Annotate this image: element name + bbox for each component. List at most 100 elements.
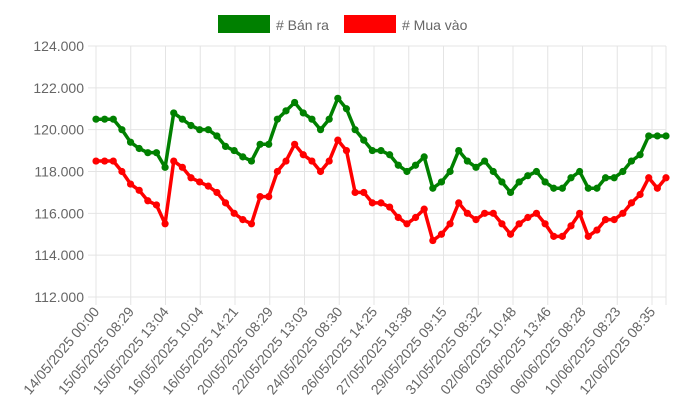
data-point-ban-ra[interactable]: [135, 144, 143, 153]
data-point-mua-vao[interactable]: [645, 174, 653, 182]
data-point-ban-ra[interactable]: [239, 153, 247, 161]
data-point-ban-ra[interactable]: [662, 132, 670, 140]
data-point-ban-ra[interactable]: [342, 105, 351, 113]
data-point-ban-ra[interactable]: [291, 98, 299, 107]
data-point-ban-ra[interactable]: [118, 126, 126, 134]
data-point-ban-ra[interactable]: [351, 126, 359, 134]
data-point-ban-ra[interactable]: [576, 167, 584, 176]
data-point-ban-ra[interactable]: [463, 157, 471, 165]
legend-label-mua-vao[interactable]: # Mua vào: [402, 17, 468, 33]
data-point-ban-ra[interactable]: [489, 167, 497, 176]
data-point-mua-vao[interactable]: [584, 232, 592, 240]
data-point-mua-vao[interactable]: [118, 167, 126, 176]
data-point-ban-ra[interactable]: [316, 126, 325, 134]
data-point-mua-vao[interactable]: [109, 157, 117, 165]
data-point-mua-vao[interactable]: [342, 146, 351, 155]
data-point-mua-vao[interactable]: [221, 199, 230, 207]
data-point-ban-ra[interactable]: [429, 184, 437, 192]
data-point-ban-ra[interactable]: [334, 94, 342, 102]
data-point-mua-vao[interactable]: [213, 188, 221, 197]
data-point-mua-vao[interactable]: [524, 213, 532, 222]
data-point-ban-ra[interactable]: [472, 163, 480, 171]
data-point-ban-ra[interactable]: [558, 184, 566, 192]
data-point-ban-ra[interactable]: [584, 184, 592, 192]
data-point-ban-ra[interactable]: [455, 146, 463, 155]
data-point-mua-vao[interactable]: [135, 186, 143, 194]
data-point-ban-ra[interactable]: [498, 178, 506, 186]
data-point-mua-vao[interactable]: [144, 197, 152, 205]
data-point-ban-ra[interactable]: [446, 167, 454, 176]
data-point-mua-vao[interactable]: [515, 220, 523, 228]
data-point-mua-vao[interactable]: [498, 220, 506, 228]
data-point-mua-vao[interactable]: [489, 209, 497, 217]
data-point-ban-ra[interactable]: [308, 115, 316, 123]
data-point-ban-ra[interactable]: [394, 161, 402, 169]
data-point-ban-ra[interactable]: [636, 151, 644, 159]
data-point-ban-ra[interactable]: [230, 146, 238, 155]
data-point-mua-vao[interactable]: [325, 157, 333, 165]
data-point-mua-vao[interactable]: [316, 167, 325, 176]
data-point-ban-ra[interactable]: [420, 153, 428, 161]
data-point-mua-vao[interactable]: [230, 209, 238, 217]
data-point-mua-vao[interactable]: [196, 178, 204, 186]
data-point-mua-vao[interactable]: [247, 220, 256, 228]
data-point-mua-vao[interactable]: [653, 184, 661, 192]
data-point-mua-vao[interactable]: [463, 209, 471, 217]
data-point-mua-vao[interactable]: [506, 230, 515, 238]
data-point-ban-ra[interactable]: [377, 146, 385, 155]
data-point-ban-ra[interactable]: [325, 115, 333, 123]
data-point-ban-ra[interactable]: [541, 178, 549, 186]
data-point-mua-vao[interactable]: [265, 193, 273, 201]
data-point-mua-vao[interactable]: [472, 216, 480, 224]
data-point-ban-ra[interactable]: [161, 163, 169, 171]
data-point-mua-vao[interactable]: [126, 180, 135, 188]
data-point-ban-ra[interactable]: [645, 132, 653, 140]
data-point-mua-vao[interactable]: [437, 230, 446, 238]
data-point-mua-vao[interactable]: [204, 182, 212, 190]
legend-swatch-ban-ra[interactable]: [218, 15, 270, 33]
data-point-mua-vao[interactable]: [360, 188, 368, 197]
data-point-mua-vao[interactable]: [627, 199, 636, 207]
data-point-mua-vao[interactable]: [282, 157, 290, 165]
data-point-mua-vao[interactable]: [92, 157, 100, 165]
data-point-mua-vao[interactable]: [455, 199, 463, 207]
data-point-mua-vao[interactable]: [334, 136, 342, 144]
data-point-ban-ra[interactable]: [411, 161, 420, 169]
data-point-ban-ra[interactable]: [282, 107, 290, 115]
data-point-ban-ra[interactable]: [221, 142, 230, 150]
data-point-ban-ra[interactable]: [515, 178, 523, 186]
data-point-ban-ra[interactable]: [187, 121, 195, 130]
data-point-ban-ra[interactable]: [144, 149, 152, 157]
data-point-mua-vao[interactable]: [101, 157, 109, 165]
data-point-ban-ra[interactable]: [273, 115, 281, 123]
data-point-ban-ra[interactable]: [437, 178, 446, 186]
data-point-mua-vao[interactable]: [532, 209, 541, 217]
data-point-ban-ra[interactable]: [506, 188, 515, 197]
data-point-mua-vao[interactable]: [558, 232, 566, 240]
data-point-ban-ra[interactable]: [204, 126, 212, 134]
data-point-mua-vao[interactable]: [619, 209, 627, 217]
data-point-ban-ra[interactable]: [368, 146, 376, 155]
data-point-ban-ra[interactable]: [403, 167, 411, 176]
data-point-ban-ra[interactable]: [178, 115, 186, 123]
data-point-ban-ra[interactable]: [610, 174, 618, 182]
data-point-ban-ra[interactable]: [360, 136, 368, 144]
data-point-ban-ra[interactable]: [524, 172, 532, 180]
data-point-mua-vao[interactable]: [386, 203, 394, 211]
data-point-ban-ra[interactable]: [109, 115, 117, 123]
data-point-mua-vao[interactable]: [601, 216, 610, 224]
data-point-ban-ra[interactable]: [653, 132, 661, 140]
data-point-ban-ra[interactable]: [386, 151, 394, 159]
data-point-mua-vao[interactable]: [308, 157, 316, 165]
legend-swatch-mua-vao[interactable]: [344, 15, 396, 33]
data-point-mua-vao[interactable]: [152, 201, 161, 209]
data-point-mua-vao[interactable]: [299, 151, 307, 159]
data-point-mua-vao[interactable]: [256, 193, 264, 201]
data-point-ban-ra[interactable]: [152, 149, 161, 157]
data-point-mua-vao[interactable]: [541, 220, 549, 228]
data-point-ban-ra[interactable]: [126, 138, 135, 146]
data-point-ban-ra[interactable]: [247, 157, 256, 165]
data-point-mua-vao[interactable]: [178, 163, 186, 171]
data-point-ban-ra[interactable]: [299, 109, 307, 117]
data-point-ban-ra[interactable]: [601, 174, 610, 182]
